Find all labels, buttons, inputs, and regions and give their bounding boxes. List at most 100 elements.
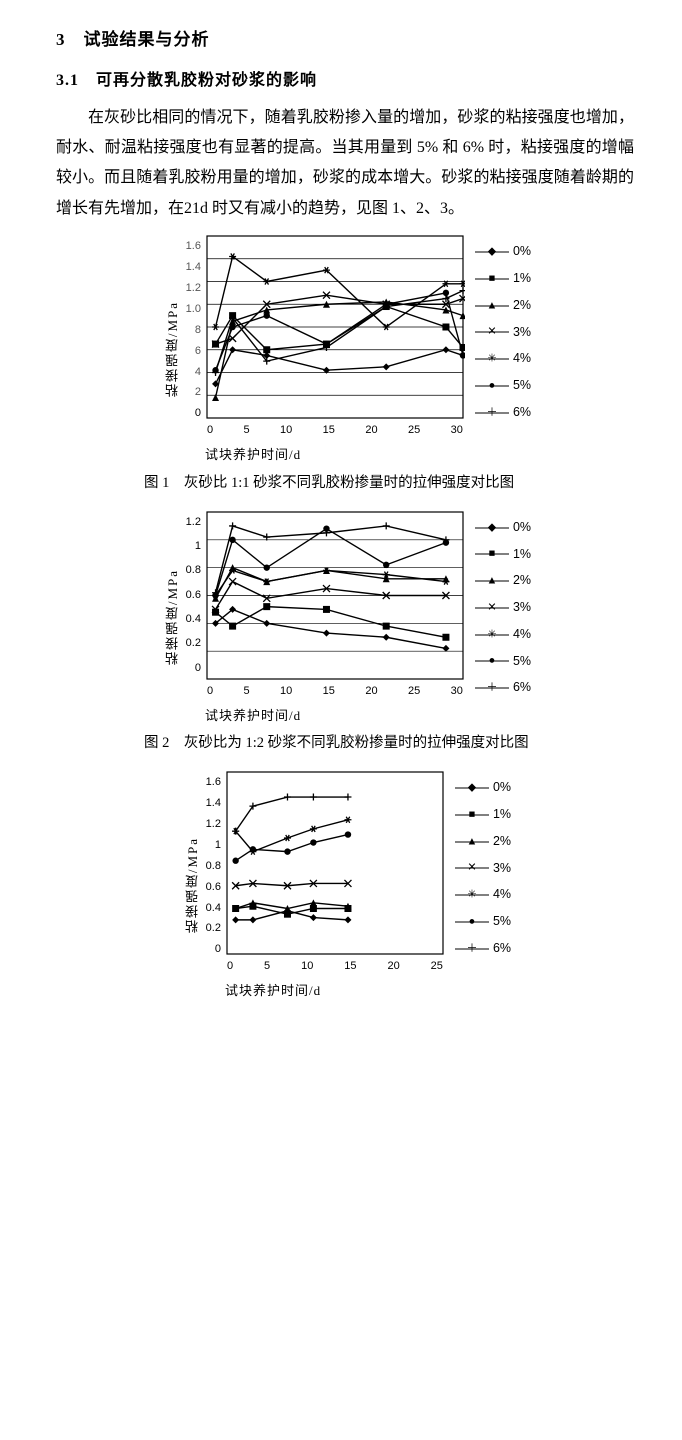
legend-label: 0% xyxy=(513,516,531,540)
legend-item: ■1% xyxy=(475,267,531,291)
ytick-label: 1.2 xyxy=(206,814,221,835)
legend-item: ✕3% xyxy=(475,596,531,620)
ytick-label: 6 xyxy=(195,341,201,362)
xtick-label: 0 xyxy=(227,956,233,977)
ytick-label: 8 xyxy=(195,320,201,341)
ytick-label: 0.2 xyxy=(186,633,201,654)
ytick-label: 1.6 xyxy=(206,772,221,793)
fig1-ylabel: 粘接强度/MPa xyxy=(159,301,186,397)
fig1-plot xyxy=(205,230,465,420)
legend-item: ＋6% xyxy=(455,937,511,961)
xtick-label: 15 xyxy=(323,681,335,702)
xtick-label: 25 xyxy=(408,681,420,702)
legend-item: ■1% xyxy=(475,543,531,567)
fig3-ylabel: 粘接强度/MPa xyxy=(179,837,206,933)
legend-label: 0% xyxy=(513,240,531,264)
xtick-label: 15 xyxy=(323,420,335,441)
legend-item: ●5% xyxy=(455,910,511,934)
legend-item: ✳4% xyxy=(455,883,511,907)
legend-item: ✕3% xyxy=(455,857,511,881)
ytick-label: 0 xyxy=(215,939,221,960)
fig3-plot xyxy=(225,766,445,956)
fig3-yticks: 1.61.41.210.80.60.40.20 xyxy=(206,766,225,956)
ytick-label: 0.2 xyxy=(206,918,221,939)
xtick-label: 5 xyxy=(243,420,249,441)
xtick-label: 20 xyxy=(387,956,399,977)
xtick-label: 0 xyxy=(207,681,213,702)
legend-item: ✕3% xyxy=(475,321,531,345)
legend-item: ●5% xyxy=(475,374,531,398)
xtick-label: 0 xyxy=(207,420,213,441)
xtick-label: 15 xyxy=(344,956,356,977)
legend-label: 6% xyxy=(493,937,511,961)
xtick-label: 10 xyxy=(280,420,292,441)
fig3-legend: ◆0%■1%▲2%✕3%✳4%●5%＋6% xyxy=(455,766,511,960)
ytick-label: 2 xyxy=(195,382,201,403)
legend-item: ■1% xyxy=(455,803,511,827)
ytick-label: 1 xyxy=(195,536,201,557)
ytick-label: 0 xyxy=(195,403,201,424)
legend-item: ●5% xyxy=(475,650,531,674)
legend-item: ＋6% xyxy=(475,401,531,425)
fig2-legend: ◆0%■1%▲2%✕3%✳4%●5%＋6% xyxy=(475,506,531,700)
legend-label: 3% xyxy=(513,596,531,620)
section-heading-3: 3 试验结果与分析 xyxy=(56,24,634,56)
fig3-xticks: 0 5 10 15 20 25 xyxy=(225,956,445,977)
ytick-label: 0.8 xyxy=(186,560,201,581)
xtick-label: 20 xyxy=(365,420,377,441)
fig2-xticks: 051015202530 xyxy=(205,681,465,702)
fig3-xlabel: 试块养护时间/d xyxy=(225,979,445,1004)
ytick-label: 1.2 xyxy=(186,512,201,533)
ytick-label: 0.6 xyxy=(186,585,201,606)
legend-label: 1% xyxy=(493,803,511,827)
legend-item: ◆0% xyxy=(455,776,511,800)
legend-label: 4% xyxy=(493,883,511,907)
legend-item: ◆0% xyxy=(475,240,531,264)
legend-label: 6% xyxy=(513,401,531,425)
xtick-label: 10 xyxy=(301,956,313,977)
legend-item: ＋6% xyxy=(475,676,531,700)
xtick-label: 20 xyxy=(365,681,377,702)
xtick-label: 30 xyxy=(451,420,463,441)
legend-label: 3% xyxy=(513,321,531,345)
ytick-label: 1.2 xyxy=(186,278,201,299)
ytick-label: 4 xyxy=(195,362,201,383)
fig2-caption: 图 2 灰砂比为 1:2 砂浆不同乳胶粉掺量时的拉伸强度对比图 xyxy=(98,732,634,756)
ytick-label: 1.4 xyxy=(206,793,221,814)
figure-3: 粘接强度/MPa 1.61.41.210.80.60.40.20 0510152… xyxy=(56,766,634,1004)
figure-1: 粘接强度/MPa 1.61.41.21.086420 051015202530 … xyxy=(56,230,634,468)
legend-label: 5% xyxy=(513,374,531,398)
fig1-legend: ◆0%■1%▲2%✕3%✳4%●5%＋6% xyxy=(475,230,531,424)
fig1-xticks: 0 5 10 15 20 25 30 xyxy=(205,420,465,441)
fig1-yticks: 1.61.41.21.086420 xyxy=(186,230,205,420)
ytick-label: 1.0 xyxy=(186,299,201,320)
legend-label: 3% xyxy=(493,857,511,881)
ytick-label: 1.6 xyxy=(186,236,201,257)
xtick-label: 10 xyxy=(280,681,292,702)
fig2-ylabel: 粘接强度/MPa xyxy=(159,569,186,665)
figure-2: 粘接强度/MPa 1.210.80.60.40.20 051015202530 … xyxy=(56,506,634,729)
xtick-label: 25 xyxy=(431,956,443,977)
fig1-xlabel: 试块养护时间/d xyxy=(205,443,465,468)
ytick-label: 0.4 xyxy=(206,898,221,919)
fig2-yticks: 1.2 1 0.8 0.6 0.4 0.2 0 xyxy=(186,506,205,681)
legend-item: ▲2% xyxy=(475,294,531,318)
ytick-label: 1 xyxy=(215,835,221,856)
ytick-label: 1.4 xyxy=(186,257,201,278)
legend-label: 5% xyxy=(493,910,511,934)
xtick-label: 5 xyxy=(264,956,270,977)
ytick-label: 0 xyxy=(195,658,201,679)
xtick-label: 5 xyxy=(243,681,249,702)
legend-label: 2% xyxy=(513,294,531,318)
fig2-xlabel: 试块养护时间/d xyxy=(205,704,465,729)
legend-label: 4% xyxy=(513,623,531,647)
legend-item: ✳4% xyxy=(475,623,531,647)
legend-label: 1% xyxy=(513,267,531,291)
fig2-plot xyxy=(205,506,465,681)
legend-label: 6% xyxy=(513,676,531,700)
legend-item: ◆0% xyxy=(475,516,531,540)
ytick-label: 0.4 xyxy=(186,609,201,630)
legend-label: 1% xyxy=(513,543,531,567)
xtick-label: 25 xyxy=(408,420,420,441)
section-heading-31: 3.1 可再分散乳胶粉对砂浆的影响 xyxy=(56,66,634,96)
